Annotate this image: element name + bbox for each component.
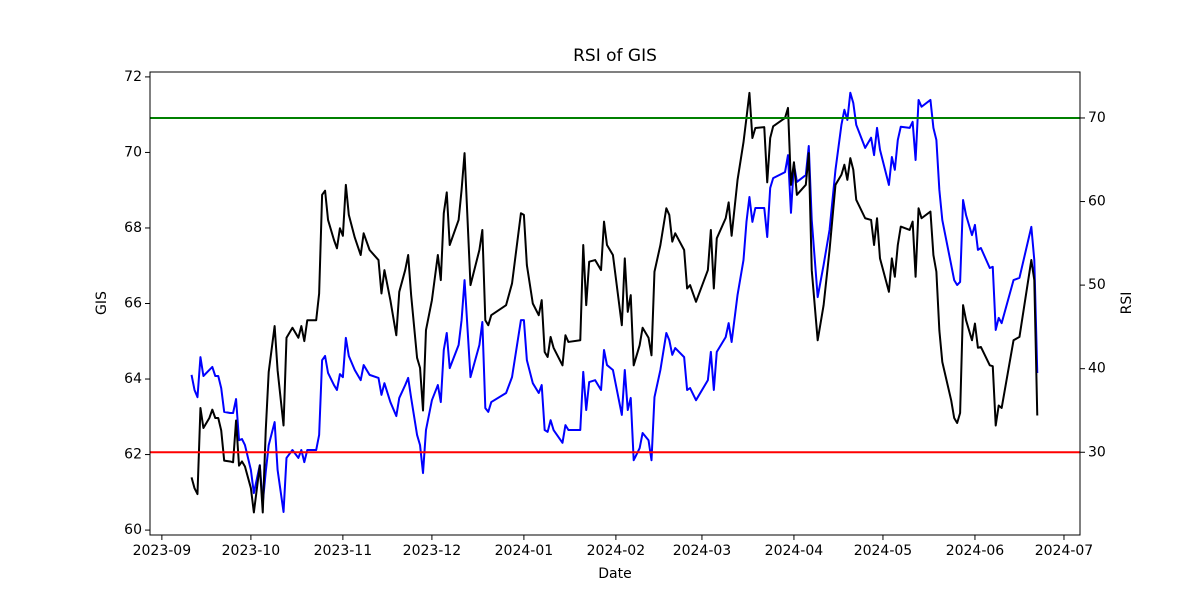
series-line bbox=[190, 91, 1039, 514]
plot-frame bbox=[149, 71, 1081, 536]
y-tick-label: 68 bbox=[124, 220, 142, 236]
x-tick-label: 2023-09 bbox=[133, 543, 192, 559]
y2-axis-label: RSI bbox=[1119, 292, 1135, 315]
y2-tick-label: 70 bbox=[1088, 110, 1106, 126]
series-line bbox=[190, 91, 1039, 513]
y2-tick-label: 60 bbox=[1088, 194, 1106, 210]
y-axis-label: GIS bbox=[94, 291, 110, 315]
y-tick-label: 70 bbox=[124, 144, 142, 160]
y-tick-label: 64 bbox=[124, 371, 142, 387]
x-tick-label: 2024-03 bbox=[673, 543, 732, 559]
x-tick-label: 2024-04 bbox=[765, 543, 824, 559]
x-tick-label: 2023-10 bbox=[222, 543, 281, 559]
x-tick-label: 2024-01 bbox=[495, 543, 554, 559]
x-tick-label: 2023-11 bbox=[314, 543, 373, 559]
y-tick-label: 60 bbox=[124, 522, 142, 538]
x-tick-label: 2024-07 bbox=[1035, 543, 1094, 559]
x-tick-label: 2024-05 bbox=[854, 543, 913, 559]
x-axis-label: Date bbox=[598, 566, 631, 582]
x-tick-label: 2024-02 bbox=[587, 543, 646, 559]
y2-tick-label: 50 bbox=[1088, 277, 1106, 293]
x-tick-label: 2024-06 bbox=[946, 543, 1005, 559]
y2-tick-label: 30 bbox=[1088, 444, 1106, 460]
y-tick-label: 62 bbox=[124, 447, 142, 463]
y-tick-label: 72 bbox=[124, 69, 142, 85]
y-tick-label: 66 bbox=[124, 296, 142, 312]
chart-title: RSI of GIS bbox=[573, 46, 657, 66]
x-tick-label: 2023-12 bbox=[403, 543, 462, 559]
y2-tick-label: 40 bbox=[1088, 361, 1106, 377]
